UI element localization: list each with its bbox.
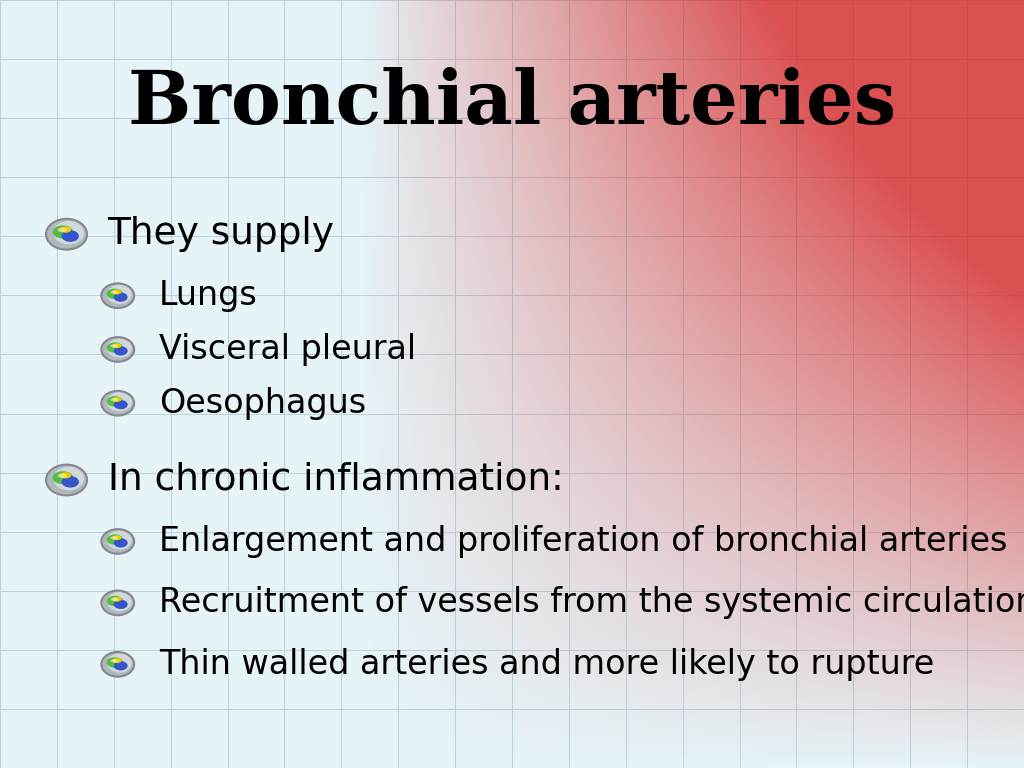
Ellipse shape: [106, 396, 123, 406]
Circle shape: [101, 391, 134, 415]
Circle shape: [101, 529, 134, 554]
Circle shape: [46, 219, 87, 250]
Ellipse shape: [52, 472, 73, 485]
Ellipse shape: [61, 476, 79, 488]
Circle shape: [101, 283, 134, 308]
Ellipse shape: [113, 397, 122, 402]
Text: Oesophagus: Oesophagus: [159, 387, 366, 419]
Ellipse shape: [111, 536, 118, 540]
Ellipse shape: [114, 600, 128, 609]
Ellipse shape: [114, 661, 128, 670]
Circle shape: [108, 593, 131, 611]
Circle shape: [108, 339, 131, 357]
Ellipse shape: [113, 343, 122, 348]
Ellipse shape: [111, 659, 118, 663]
Ellipse shape: [114, 293, 128, 302]
Ellipse shape: [61, 230, 79, 242]
Circle shape: [54, 222, 83, 243]
Ellipse shape: [114, 538, 128, 548]
Text: Recruitment of vessels from the systemic circulation: Recruitment of vessels from the systemic…: [159, 587, 1024, 619]
Text: In chronic inflammation:: In chronic inflammation:: [108, 462, 563, 498]
Circle shape: [46, 465, 87, 495]
Circle shape: [101, 337, 134, 362]
Text: Lungs: Lungs: [159, 280, 257, 312]
Ellipse shape: [106, 535, 123, 545]
Circle shape: [108, 531, 131, 549]
Text: Thin walled arteries and more likely to rupture: Thin walled arteries and more likely to …: [159, 648, 934, 680]
Ellipse shape: [113, 535, 122, 540]
Text: Enlargement and proliferation of bronchial arteries: Enlargement and proliferation of bronchi…: [159, 525, 1007, 558]
Text: Bronchial arteries: Bronchial arteries: [128, 67, 896, 141]
Circle shape: [108, 654, 131, 672]
Ellipse shape: [106, 343, 123, 353]
Ellipse shape: [113, 658, 122, 663]
Ellipse shape: [59, 227, 72, 233]
Ellipse shape: [52, 226, 73, 239]
Ellipse shape: [106, 289, 123, 299]
Ellipse shape: [113, 597, 122, 601]
Text: They supply: They supply: [108, 217, 335, 252]
Circle shape: [108, 286, 131, 303]
Ellipse shape: [59, 472, 72, 478]
Ellipse shape: [57, 228, 67, 232]
Circle shape: [101, 652, 134, 677]
Ellipse shape: [111, 290, 118, 294]
Ellipse shape: [114, 346, 128, 356]
Ellipse shape: [106, 657, 123, 667]
Circle shape: [108, 393, 131, 411]
Ellipse shape: [111, 344, 118, 348]
Ellipse shape: [106, 596, 123, 606]
Ellipse shape: [57, 474, 67, 478]
Circle shape: [54, 468, 83, 489]
Text: Visceral pleural: Visceral pleural: [159, 333, 416, 366]
Ellipse shape: [113, 290, 122, 294]
Circle shape: [101, 591, 134, 615]
Ellipse shape: [111, 598, 118, 601]
Ellipse shape: [114, 400, 128, 409]
Ellipse shape: [111, 398, 118, 402]
